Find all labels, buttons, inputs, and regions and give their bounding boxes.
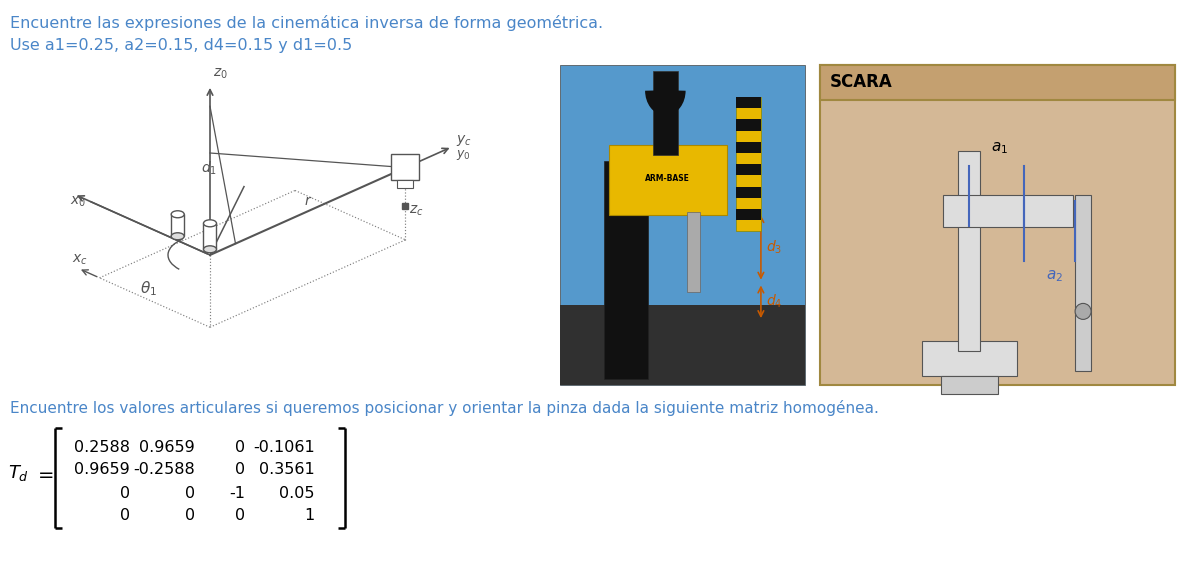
Text: $a_2$: $a_2$ [1046, 269, 1064, 284]
Text: $z_0$: $z_0$ [213, 67, 228, 81]
Text: -1: -1 [230, 486, 245, 501]
Text: 0.9659: 0.9659 [140, 439, 195, 455]
Bar [820, 65, 1175, 100]
Text: Encuentre los valores articulares si queremos posicionar y orientar la pinza dad: Encuentre los valores articulares si que… [9, 400, 879, 416]
Text: $y_c$: $y_c$ [457, 133, 472, 147]
Bar [560, 305, 804, 385]
Text: $T_d$: $T_d$ [8, 463, 30, 483]
Bar [687, 212, 699, 292]
Text: 1: 1 [305, 508, 315, 524]
Text: 0: 0 [235, 508, 245, 524]
Text: 0: 0 [185, 486, 195, 501]
Text: 0: 0 [235, 439, 245, 455]
Text: ARM-BASE: ARM-BASE [646, 174, 690, 183]
Ellipse shape [203, 220, 216, 227]
Bar [736, 209, 761, 220]
Text: 0: 0 [235, 463, 245, 477]
Bar [397, 180, 414, 188]
Bar [922, 342, 1016, 376]
Text: 0.3561: 0.3561 [259, 463, 315, 477]
Text: $d_1$: $d_1$ [201, 160, 216, 177]
Bar [736, 164, 761, 176]
Text: SCARA: SCARA [830, 73, 893, 91]
Bar [736, 142, 761, 153]
Text: 0: 0 [119, 486, 130, 501]
Text: $=$: $=$ [34, 463, 54, 483]
Ellipse shape [203, 246, 216, 253]
Bar [940, 376, 997, 394]
Text: $r$: $r$ [304, 194, 312, 208]
Text: $d_3$: $d_3$ [765, 239, 782, 256]
Text: $z_c$: $z_c$ [409, 204, 424, 218]
Text: $y_0$: $y_0$ [457, 147, 471, 161]
Bar [203, 223, 216, 249]
Text: 0.9659: 0.9659 [75, 463, 130, 477]
Bar [820, 65, 1175, 385]
Bar [609, 145, 726, 215]
Text: 0.2588: 0.2588 [75, 439, 130, 455]
Bar [736, 97, 761, 232]
Bar [172, 214, 185, 236]
Text: 0.05: 0.05 [279, 486, 315, 501]
Bar [736, 119, 761, 130]
Bar [958, 152, 980, 352]
Text: -0.2588: -0.2588 [134, 463, 195, 477]
Bar [736, 187, 761, 198]
Bar [943, 195, 1073, 228]
Text: -0.1061: -0.1061 [253, 439, 315, 455]
Ellipse shape [172, 211, 185, 218]
Bar [605, 161, 648, 378]
Bar [653, 71, 678, 154]
Bar [736, 97, 761, 108]
Text: $a_1$: $a_1$ [991, 141, 1008, 156]
Bar [560, 65, 804, 385]
Bar [392, 154, 420, 180]
Bar [1075, 195, 1091, 371]
Text: Use a1=0.25, a2=0.15, d4=0.15 y d1=0.5: Use a1=0.25, a2=0.15, d4=0.15 y d1=0.5 [9, 38, 353, 53]
Text: $x_c$: $x_c$ [72, 253, 88, 267]
Circle shape [1075, 304, 1091, 319]
Text: $\theta_1$: $\theta_1$ [140, 279, 157, 298]
Text: 0: 0 [185, 508, 195, 524]
Text: $x_0$: $x_0$ [70, 194, 86, 209]
Text: $d_4$: $d_4$ [765, 293, 782, 311]
Text: Encuentre las expresiones de la cinemática inversa de forma geométrica.: Encuentre las expresiones de la cinemáti… [9, 15, 603, 31]
Ellipse shape [172, 233, 185, 240]
Text: 0: 0 [119, 508, 130, 524]
